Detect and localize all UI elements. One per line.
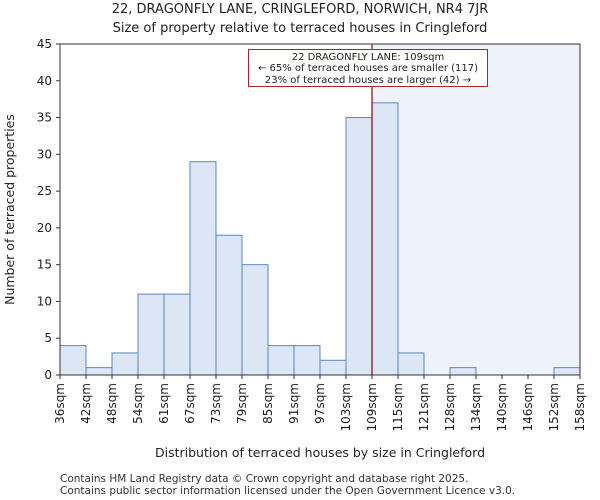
x-axis-label: Distribution of terraced houses by size … <box>155 445 485 460</box>
x-tick-label: 109sqm <box>365 383 379 431</box>
y-tick-label: 45 <box>37 37 52 51</box>
x-tick-label: 152sqm <box>547 383 561 431</box>
chart-title: 22, DRAGONFLY LANE, CRINGLEFORD, NORWICH… <box>111 2 489 17</box>
bar-36sqm <box>59 345 87 376</box>
x-tick-label: 146sqm <box>521 383 535 431</box>
bar-91sqm <box>293 345 321 376</box>
y-tick-label: 15 <box>37 258 52 272</box>
footer-line-1: Contains HM Land Registry data © Crown c… <box>60 473 469 485</box>
bar-128sqm <box>449 367 477 376</box>
bar-109sqm <box>371 102 399 376</box>
x-tick-label: 73sqm <box>209 383 223 424</box>
x-tick-label: 61sqm <box>157 383 171 424</box>
highlight-region <box>372 44 580 375</box>
x-tick-label: 158sqm <box>573 383 587 431</box>
y-axis-label: Number of terraced properties <box>2 114 17 305</box>
x-tick-label: 115sqm <box>391 383 405 431</box>
bar-42sqm <box>85 367 113 376</box>
footer-line-2: Contains public sector information licen… <box>60 485 516 497</box>
x-tick-label: 85sqm <box>261 383 275 424</box>
x-tick-label: 42sqm <box>79 383 93 424</box>
y-tick-label: 30 <box>37 147 52 161</box>
bar-103sqm <box>345 117 373 376</box>
x-tick-label: 97sqm <box>313 383 327 424</box>
bar-85sqm <box>267 345 295 376</box>
x-tick-label: 48sqm <box>105 383 119 424</box>
y-tick-label: 25 <box>37 184 52 198</box>
chart-subtitle: Size of property relative to terraced ho… <box>112 21 488 36</box>
x-tick-label: 79sqm <box>235 383 249 424</box>
annotation-line-3: 23% of terraced houses are larger (42) → <box>264 74 472 86</box>
x-tick-label: 134sqm <box>469 383 483 431</box>
x-tick-label: 36sqm <box>53 383 67 424</box>
annotation-box: 22 DRAGONFLY LANE: 109sqm ← 65% of terra… <box>248 49 488 87</box>
bar-54sqm <box>137 293 165 376</box>
bar-48sqm <box>111 352 139 376</box>
y-tick-label: 10 <box>37 294 52 308</box>
x-tick-label: 121sqm <box>417 383 431 431</box>
bar-67sqm <box>189 161 217 376</box>
x-tick-label: 67sqm <box>183 383 197 424</box>
x-tick-label: 140sqm <box>495 383 509 431</box>
x-tick-label: 128sqm <box>443 383 457 431</box>
x-tick-label: 54sqm <box>131 383 145 424</box>
y-tick-label: 20 <box>37 221 52 235</box>
y-tick-label: 5 <box>44 331 52 345</box>
y-tick-label: 40 <box>37 74 52 88</box>
x-tick-label: 91sqm <box>287 383 301 424</box>
bar-97sqm <box>319 359 347 376</box>
bar-61sqm <box>163 293 191 376</box>
bar-73sqm <box>215 234 243 376</box>
y-tick-label: 35 <box>37 111 52 125</box>
bar-115sqm <box>397 352 425 376</box>
annotation-line-1: 22 DRAGONFLY LANE: 109sqm <box>291 52 445 63</box>
x-tick-label: 103sqm <box>339 383 353 431</box>
bar-152sqm <box>553 367 581 376</box>
annotation-line-2: ← 65% of terraced houses are smaller (11… <box>257 63 479 75</box>
y-tick-label: 0 <box>44 368 52 382</box>
bar-79sqm <box>241 264 269 376</box>
